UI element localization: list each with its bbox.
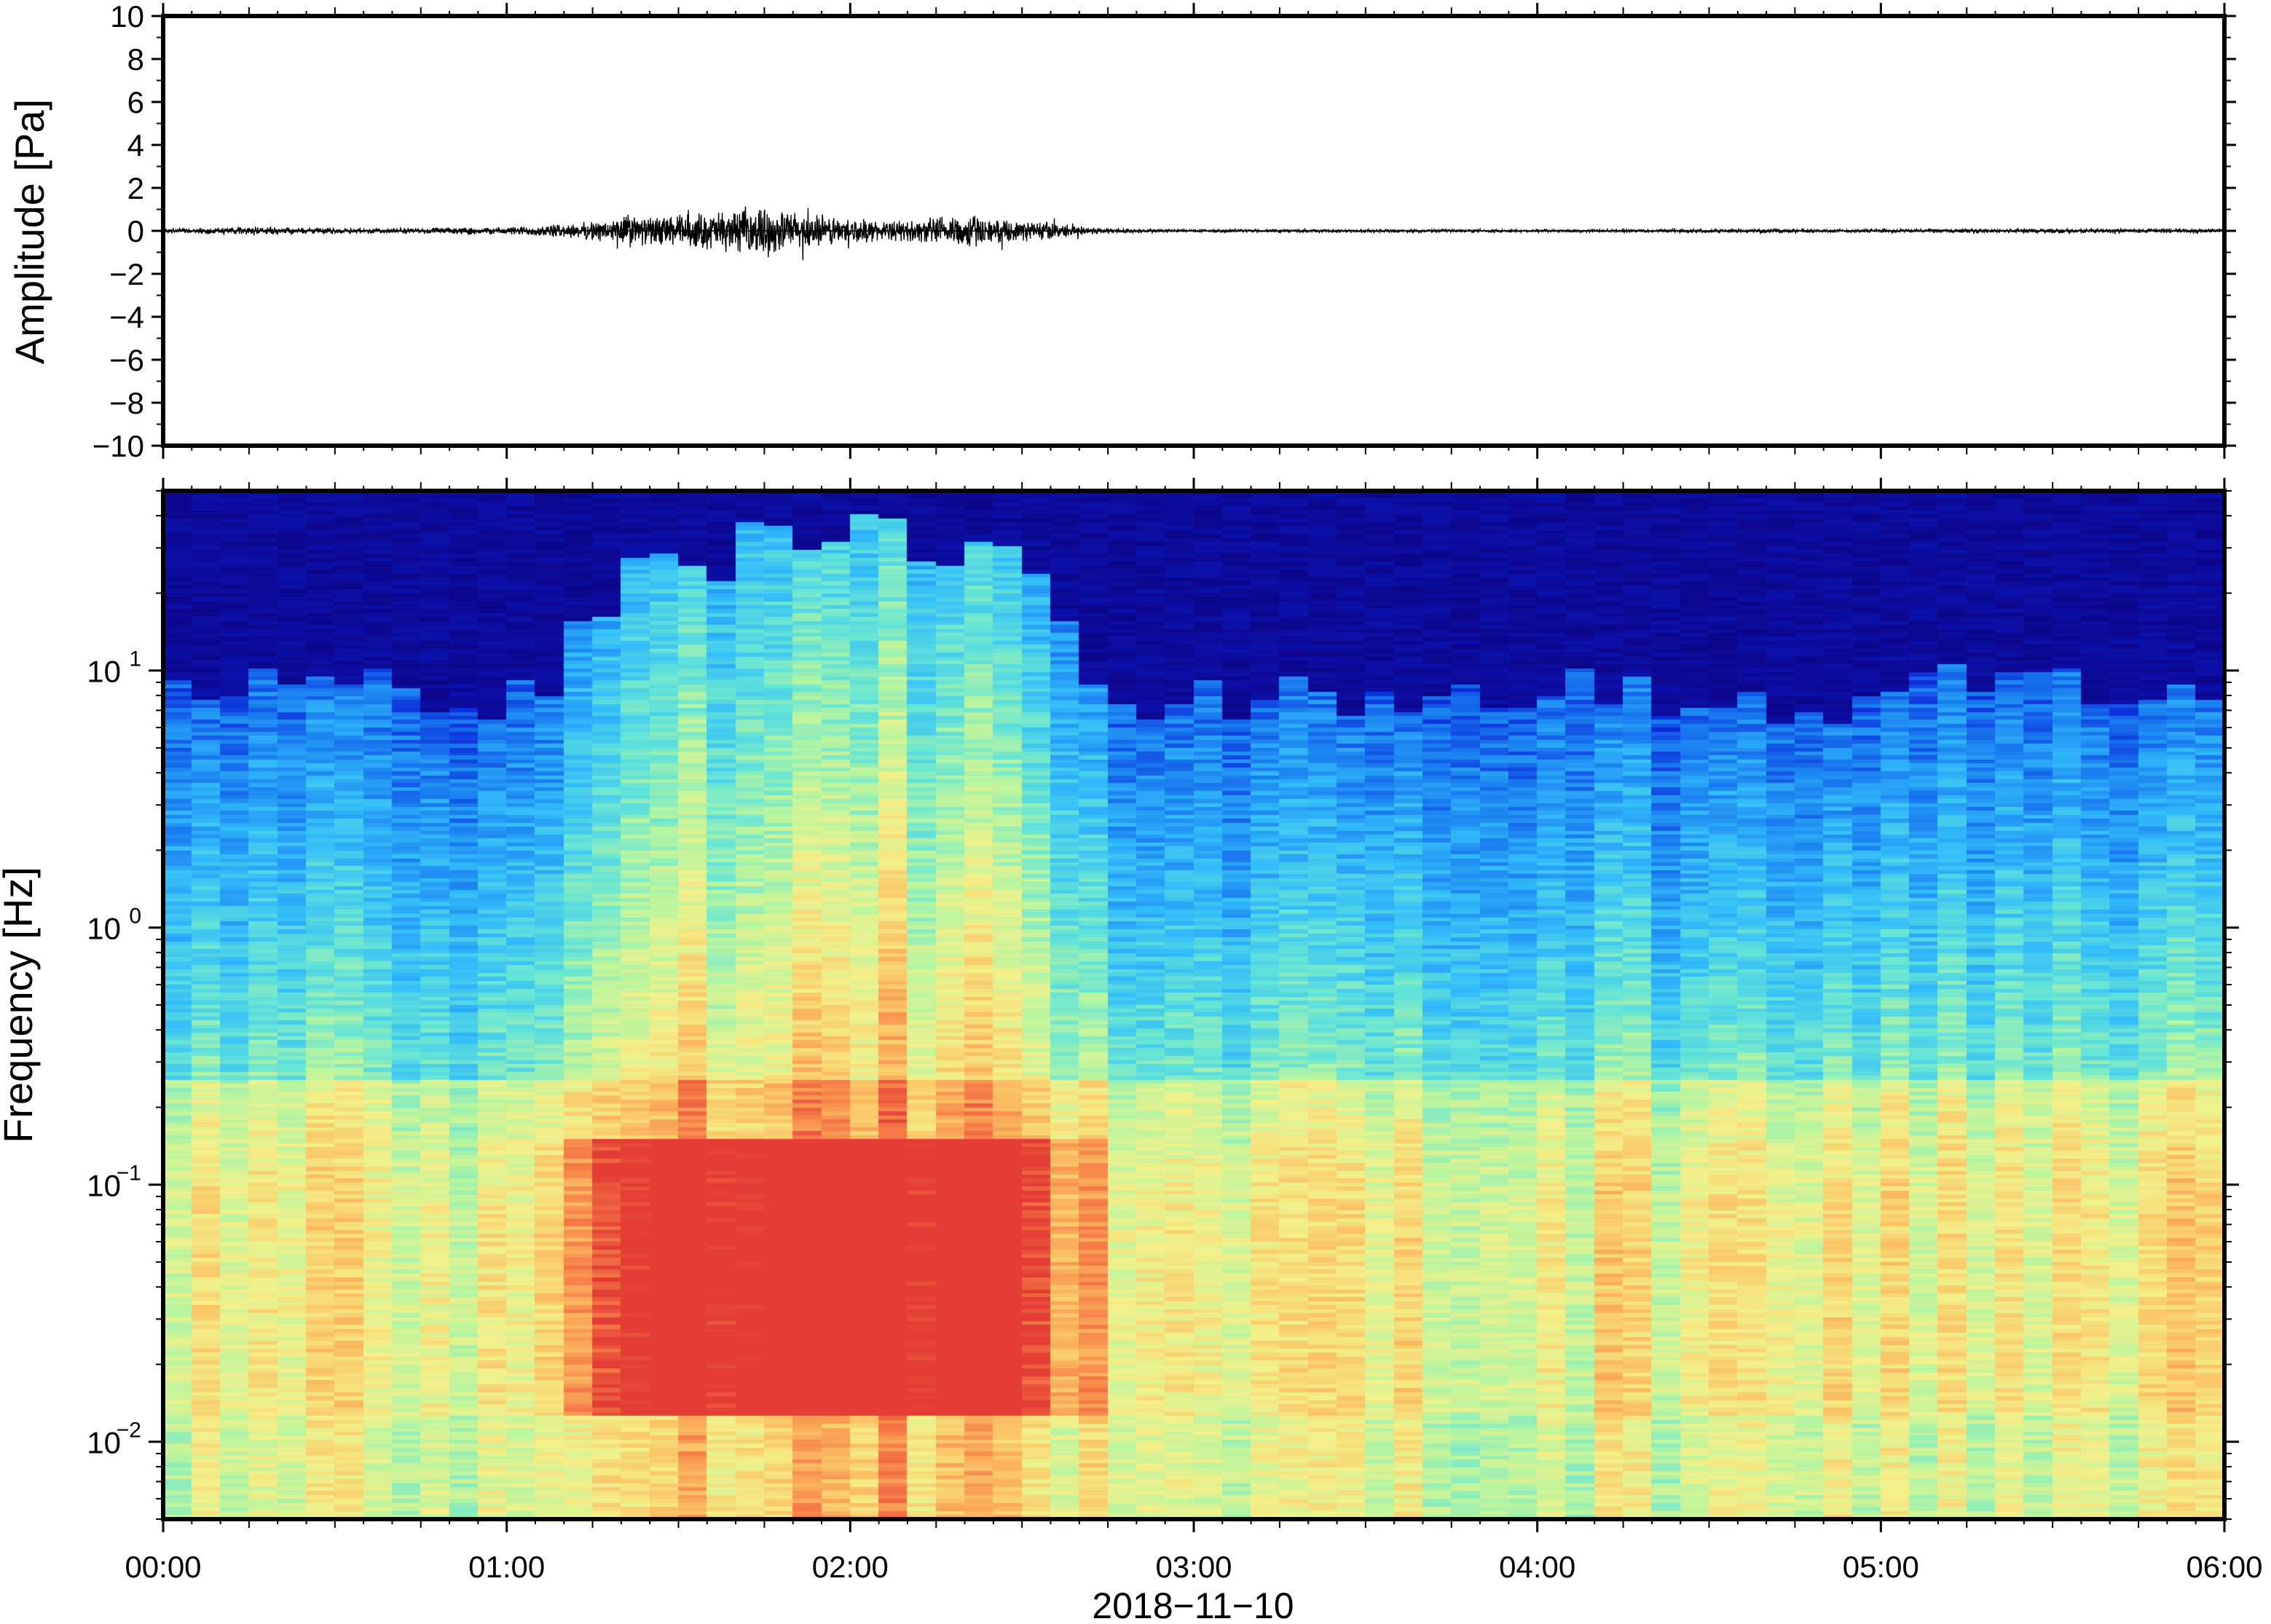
amplitude-panel: 10 8 6 4 2 0 −2 −4 −6 −8 −10 Amplitude [Pa]	[7, 0, 2236, 463]
frequency-y-tick-label: 10	[87, 912, 121, 946]
spectrogram-frame	[161, 489, 2227, 1521]
amplitude-y-tick-label: 0	[127, 214, 144, 248]
spectrogram-y-axis-title: Frequency [Hz]	[0, 867, 41, 1143]
spectrogram-image-holder	[163, 491, 2224, 1519]
frequency-y-tick-exponent: 0	[129, 904, 141, 929]
spectrogram-panel: 10 110 010−110−2 00:00 01:00 02:00 03:00 04:00…	[0, 478, 2263, 1624]
amplitude-y-axis-title: Amplitude [Pa]	[7, 99, 52, 364]
amplitude-waveform-line	[162, 206, 2225, 261]
frequency-y-tick-label: 10	[87, 1426, 121, 1460]
frequency-y-tick-label: 10	[87, 655, 121, 689]
frequency-y-tick-exponent: 1	[129, 647, 141, 671]
time-x-tick-label: 01:00	[468, 1550, 545, 1584]
amplitude-y-tick-label: −4	[109, 300, 144, 334]
frequency-y-tick-exponent: −2	[117, 1419, 141, 1443]
time-x-tick-label: 05:00	[1843, 1550, 1919, 1584]
amplitude-y-tick-label: 4	[127, 128, 144, 162]
amplitude-y-tick-label: −8	[109, 386, 144, 420]
spectrogram-heatmap	[163, 491, 2224, 1519]
amplitude-y-ticks: 10 8 6 4 2 0 −2 −4 −6 −8 −10	[93, 0, 2236, 463]
amplitude-y-tick-label: 8	[127, 42, 144, 76]
amplitude-frame	[161, 14, 2227, 448]
amplitude-y-tick-label: 2	[127, 171, 144, 205]
frequency-y-tick-label: 10	[87, 1169, 121, 1203]
time-x-tick-label: 06:00	[2186, 1550, 2262, 1584]
x-axis-date-title: 2018−11−10	[1092, 1585, 1294, 1624]
amplitude-y-tick-label: −10	[93, 429, 144, 463]
frequency-y-tick-exponent: −1	[117, 1162, 141, 1186]
amplitude-y-tick-label: −2	[109, 257, 144, 291]
amplitude-y-tick-label: 10	[110, 0, 144, 33]
time-x-tick-label: 04:00	[1499, 1550, 1575, 1584]
time-x-tick-label: 00:00	[125, 1550, 201, 1584]
amplitude-y-tick-label: −6	[109, 343, 144, 377]
amplitude-waveform	[162, 206, 2225, 261]
time-x-tick-label: 03:00	[1155, 1550, 1232, 1584]
amplitude-y-tick-label: 6	[127, 85, 144, 119]
time-x-tick-label: 02:00	[812, 1550, 889, 1584]
